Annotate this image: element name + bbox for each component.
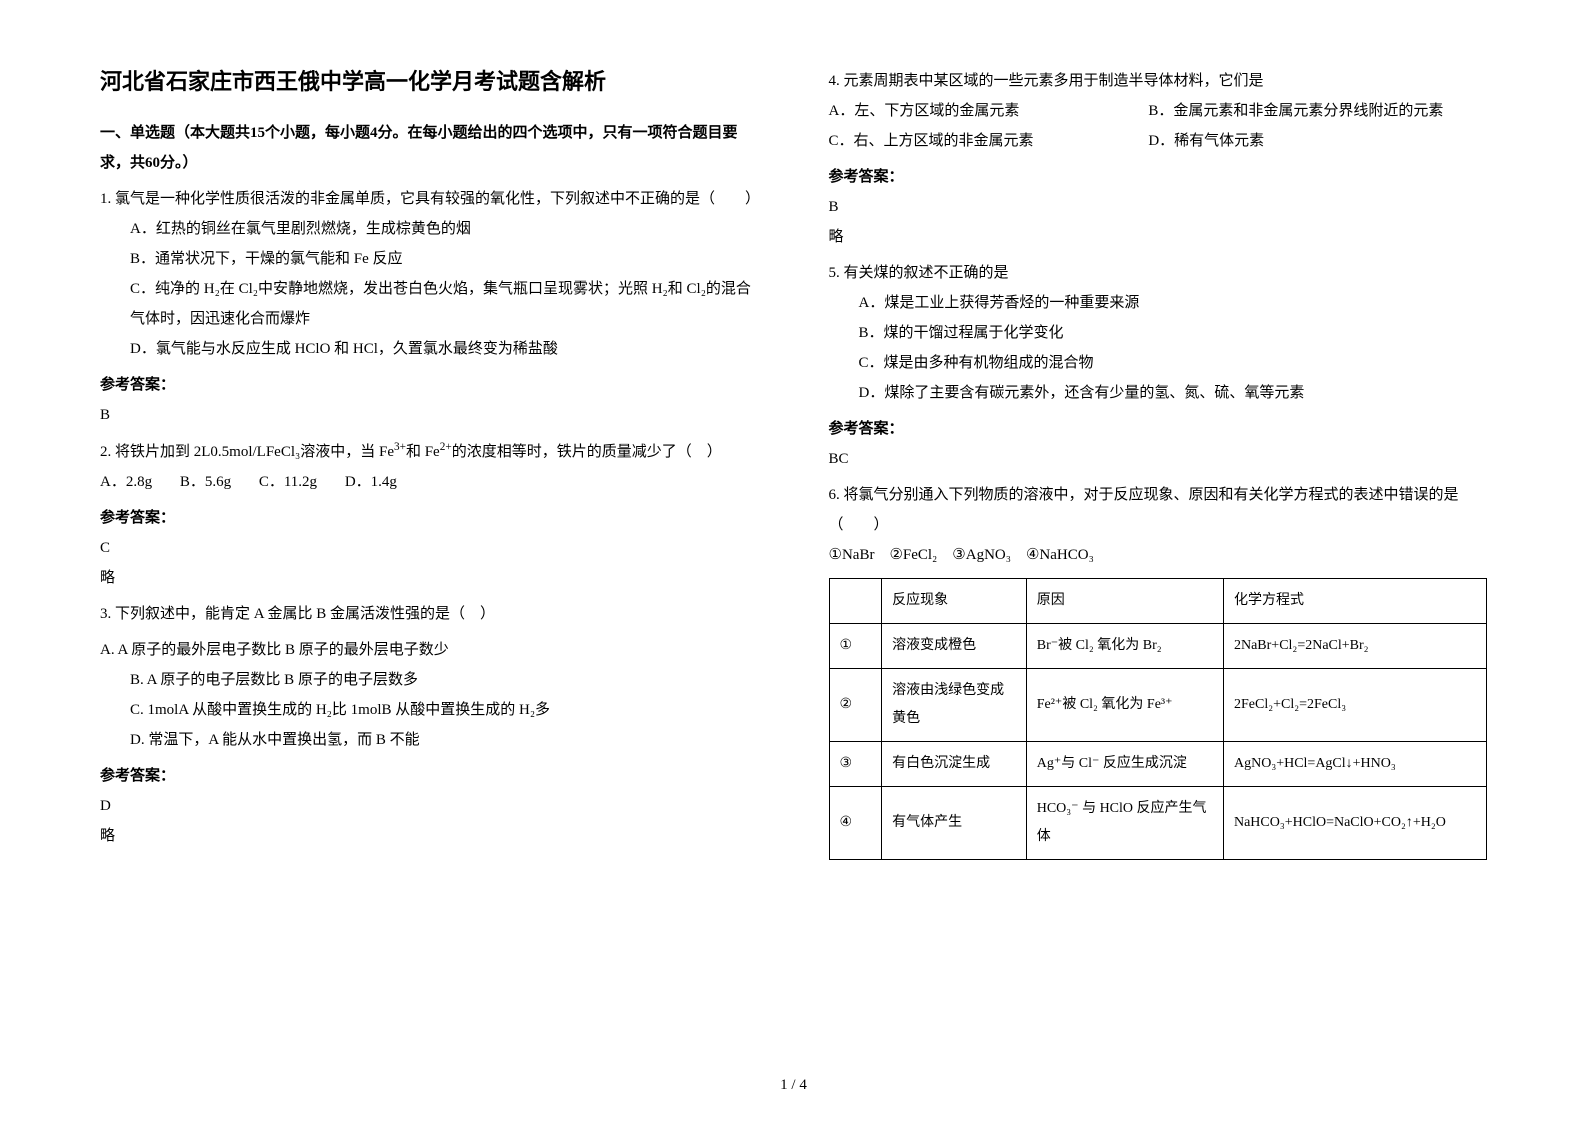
q2-opt-a: A．2.8g	[100, 474, 152, 490]
cell-reason: Br⁻被 Cl₂ 氧化为 Br₂	[1026, 624, 1223, 669]
section-heading: 一、单选题（本大题共15个小题，每小题4分。在每小题给出的四个选项中，只有一项符…	[100, 118, 759, 178]
cell-idx: ③	[829, 742, 882, 787]
cell-phen: 有气体产生	[882, 787, 1027, 860]
q6-table: 反应现象 原因 化学方程式 ① 溶液变成橙色 Br⁻被 Cl₂ 氧化为 Br₂ …	[829, 578, 1488, 860]
q1-answer: B	[100, 400, 759, 430]
cell-reason: Ag⁺与 Cl⁻ 反应生成沉淀	[1026, 742, 1223, 787]
answer-label: 参考答案：	[100, 503, 759, 533]
q4-opt-c: C．右、上方区域的非金属元素	[829, 126, 1145, 156]
q4-opt-d: D．稀有气体元素	[1148, 133, 1264, 149]
answer-label: 参考答案：	[100, 761, 759, 791]
th-eq: 化学方程式	[1223, 579, 1486, 624]
th-idx	[829, 579, 882, 624]
q1-opt-c: C．纯净的 H₂在 Cl₂中安静地燃烧，发出苍白色火焰，集气瓶口呈现雾状；光照 …	[100, 274, 759, 334]
table-row: ② 溶液由浅绿色变成黄色 Fe²⁺被 Cl₂ 氧化为 Fe³⁺ 2FeCl₂+C…	[829, 669, 1487, 742]
cell-eq: NaHCO₃+HClO=NaClO+CO₂↑+H₂O	[1223, 787, 1486, 860]
q3-opt-d: D. 常温下，A 能从水中置换出氢，而 B 不能	[100, 725, 759, 755]
q4-row1: A．左、下方区域的金属元素 B．金属元素和非金属元素分界线附近的元素	[829, 96, 1488, 126]
cell-idx: ①	[829, 624, 882, 669]
cell-eq: AgNO₃+HCl=AgCl↓+HNO₃	[1223, 742, 1486, 787]
q5-opt-b: B．煤的干馏过程属于化学变化	[829, 318, 1488, 348]
q4-row2: C．右、上方区域的非金属元素 D．稀有气体元素	[829, 126, 1488, 156]
q1-opt-b: B．通常状况下，干燥的氯气能和 Fe 反应	[100, 244, 759, 274]
cell-idx: ②	[829, 669, 882, 742]
q5-opt-c: C．煤是由多种有机物组成的混合物	[829, 348, 1488, 378]
question-2: 2. 将铁片加到 2L0.5mol/LFeCl₃溶液中，当 Fe3+和 Fe2+…	[100, 436, 759, 467]
cell-phen: 溶液由浅绿色变成黄色	[882, 669, 1027, 742]
q4-omitted: 略	[829, 222, 1488, 252]
cell-reason: HCO₃⁻ 与 HClO 反应产生气体	[1026, 787, 1223, 860]
q3-stem: 3. 下列叙述中，能肯定 A 金属比 B 金属活泼性强的是（ ）	[100, 599, 759, 629]
question-5: 5. 有关煤的叙述不正确的是	[829, 258, 1488, 288]
q1-stem: 1. 氯气是一种化学性质很活泼的非金属单质，它具有较强的氧化性，下列叙述中不正确…	[100, 184, 759, 214]
cell-eq: 2FeCl₂+Cl₂=2FeCl₃	[1223, 669, 1486, 742]
q4-opt-b: B．金属元素和非金属元素分界线附近的元素	[1148, 103, 1443, 119]
q5-opt-a: A．煤是工业上获得芳香烃的一种重要来源	[829, 288, 1488, 318]
page-number: 1 / 4	[780, 1077, 807, 1094]
q1-opt-a: A．红热的铜丝在氯气里剧烈燃烧，生成棕黄色的烟	[100, 214, 759, 244]
q2-omitted: 略	[100, 563, 759, 593]
left-column: 河北省石家庄市西王俄中学高一化学月考试题含解析 一、单选题（本大题共15个小题，…	[100, 60, 759, 860]
th-reason: 原因	[1026, 579, 1223, 624]
q5-stem: 5. 有关煤的叙述不正确的是	[829, 258, 1488, 288]
q3-answer: D	[100, 791, 759, 821]
table-row: ④ 有气体产生 HCO₃⁻ 与 HClO 反应产生气体 NaHCO₃+HClO=…	[829, 787, 1487, 860]
cell-phen: 有白色沉淀生成	[882, 742, 1027, 787]
right-column: 4. 元素周期表中某区域的一些元素多用于制造半导体材料，它们是 A．左、下方区域…	[829, 60, 1488, 860]
table-row: ③ 有白色沉淀生成 Ag⁺与 Cl⁻ 反应生成沉淀 AgNO₃+HCl=AgCl…	[829, 742, 1487, 787]
question-6: 6. 将氯气分别通入下列物质的溶液中，对于反应现象、原因和有关化学方程式的表述中…	[829, 480, 1488, 570]
cell-eq: 2NaBr+Cl₂=2NaCl+Br₂	[1223, 624, 1486, 669]
answer-label: 参考答案：	[100, 370, 759, 400]
q2-stem-post: 的浓度相等时，铁片的质量减少了（ ）	[452, 444, 722, 460]
table-header-row: 反应现象 原因 化学方程式	[829, 579, 1487, 624]
question-3: 3. 下列叙述中，能肯定 A 金属比 B 金属活泼性强的是（ ）	[100, 599, 759, 629]
page-title: 河北省石家庄市西王俄中学高一化学月考试题含解析	[100, 60, 759, 104]
q2-stem-mid: 和 Fe	[406, 444, 440, 460]
q6-stem: 6. 将氯气分别通入下列物质的溶液中，对于反应现象、原因和有关化学方程式的表述中…	[829, 480, 1488, 540]
question-1: 1. 氯气是一种化学性质很活泼的非金属单质，它具有较强的氧化性，下列叙述中不正确…	[100, 184, 759, 364]
q3-opt-c: C. 1molA 从酸中置换生成的 H₂比 1molB 从酸中置换生成的 H₂多	[100, 695, 759, 725]
cell-reason: Fe²⁺被 Cl₂ 氧化为 Fe³⁺	[1026, 669, 1223, 742]
q2-opt-d: D．1.4g	[345, 474, 397, 490]
q5-answer: BC	[829, 444, 1488, 474]
cell-phen: 溶液变成橙色	[882, 624, 1027, 669]
q4-opt-a: A．左、下方区域的金属元素	[829, 96, 1145, 126]
q2-sup2: 2+	[440, 441, 452, 453]
q2-options: A．2.8g B．5.6g C．11.2g D．1.4g	[100, 467, 759, 497]
q1-opt-d: D．氯气能与水反应生成 HClO 和 HCl，久置氯水最终变为稀盐酸	[100, 334, 759, 364]
table-row: ① 溶液变成橙色 Br⁻被 Cl₂ 氧化为 Br₂ 2NaBr+Cl₂=2NaC…	[829, 624, 1487, 669]
q6-subs: ①NaBr ②FeCl₂ ③AgNO₃ ④NaHCO₃	[829, 540, 1488, 570]
q2-opt-c: C．11.2g	[259, 474, 317, 490]
q3-opt-a: A. A 原子的最外层电子数比 B 原子的最外层电子数少	[100, 635, 759, 665]
q4-answer: B	[829, 192, 1488, 222]
answer-label: 参考答案：	[829, 162, 1488, 192]
cell-idx: ④	[829, 787, 882, 860]
answer-label: 参考答案：	[829, 414, 1488, 444]
q2-answer: C	[100, 533, 759, 563]
th-phen: 反应现象	[882, 579, 1027, 624]
q4-stem: 4. 元素周期表中某区域的一些元素多用于制造半导体材料，它们是	[829, 66, 1488, 96]
q2-sup1: 3+	[394, 441, 406, 453]
q2-opt-b: B．5.6g	[180, 474, 231, 490]
q3-omitted: 略	[100, 821, 759, 851]
q5-opt-d: D．煤除了主要含有碳元素外，还含有少量的氢、氮、硫、氧等元素	[829, 378, 1488, 408]
q2-stem-pre: 2. 将铁片加到 2L0.5mol/LFeCl₃溶液中，当 Fe	[100, 444, 394, 460]
q3-opt-b: B. A 原子的电子层数比 B 原子的电子层数多	[100, 665, 759, 695]
question-4: 4. 元素周期表中某区域的一些元素多用于制造半导体材料，它们是	[829, 66, 1488, 96]
